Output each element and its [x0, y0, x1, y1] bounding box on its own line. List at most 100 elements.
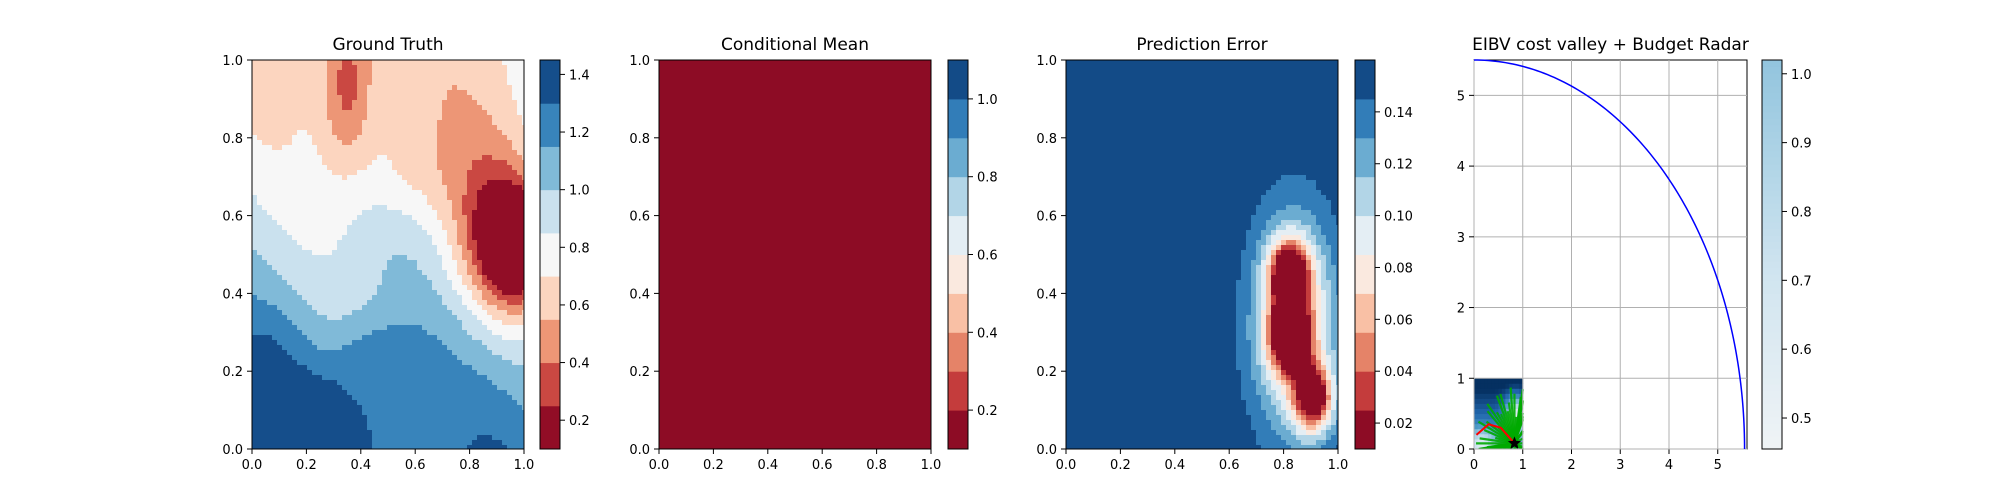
heatmap-cell	[262, 210, 268, 216]
heatmap-cell	[517, 140, 523, 146]
heatmap-cell	[317, 410, 323, 416]
heatmap-cell	[282, 345, 288, 351]
heatmap-cell	[502, 70, 508, 76]
heatmap-cell	[282, 360, 288, 366]
heatmap-cell	[392, 245, 398, 251]
heatmap-cell	[497, 135, 503, 141]
heatmap-cell	[492, 60, 498, 66]
heatmap-cell	[297, 225, 303, 231]
heatmap-cell	[337, 135, 343, 141]
heatmap-cell	[287, 280, 293, 286]
heatmap-cell	[252, 295, 258, 301]
y-tick-label: 0.0	[222, 443, 243, 458]
heatmap-cell	[462, 225, 468, 231]
heatmap-cell	[387, 260, 393, 266]
heatmap-cell	[849, 105, 855, 111]
heatmap-cell	[267, 245, 273, 251]
heatmap-cell	[759, 75, 765, 81]
heatmap-cell	[357, 235, 363, 241]
heatmap-cell	[492, 365, 498, 371]
heatmap-cell	[472, 230, 478, 236]
heatmap-cell	[272, 100, 278, 106]
heatmap-cell	[457, 255, 463, 261]
heatmap-cell	[824, 105, 830, 111]
heatmap-cell	[252, 200, 258, 206]
heatmap-cell	[402, 320, 408, 326]
heatmap-cell	[442, 75, 448, 81]
heatmap-cell	[502, 395, 508, 401]
heatmap-cell	[452, 370, 458, 376]
heatmap-cell	[472, 245, 478, 251]
heatmap-cell	[342, 80, 348, 86]
heatmap-cell	[477, 180, 483, 186]
heatmap-cell	[367, 220, 373, 226]
heatmap-cell	[272, 370, 278, 376]
heatmap-cell	[412, 100, 418, 106]
heatmap-cell	[874, 70, 880, 76]
heatmap-cell	[437, 60, 443, 66]
heatmap-cell	[307, 300, 313, 306]
heatmap-cell	[502, 260, 508, 266]
heatmap-cell	[392, 160, 398, 166]
heatmap-cell	[417, 345, 423, 351]
heatmap-cell	[427, 285, 433, 291]
heatmap-cell	[467, 75, 473, 81]
heatmap-cell	[267, 415, 273, 421]
heatmap-cell	[267, 340, 273, 346]
heatmap-cell	[502, 200, 508, 206]
heatmap-cell	[392, 365, 398, 371]
heatmap-cell	[292, 335, 298, 341]
heatmap-cell	[297, 205, 303, 211]
heatmap-cell	[387, 155, 393, 161]
heatmap-cell	[684, 80, 690, 86]
heatmap-cell	[262, 130, 268, 136]
heatmap-cell	[714, 110, 720, 116]
heatmap-cell	[402, 335, 408, 341]
heatmap-cell	[322, 280, 328, 286]
heatmap-cell	[302, 425, 308, 431]
heatmap-cell	[407, 300, 413, 306]
heatmap-cell	[437, 245, 443, 251]
heatmap-cell	[387, 300, 393, 306]
heatmap-cell	[517, 235, 523, 241]
heatmap-cell	[392, 435, 398, 441]
heatmap-cell	[332, 405, 338, 411]
heatmap-cell	[472, 345, 478, 351]
heatmap-cell	[422, 310, 428, 316]
heatmap-cell	[402, 375, 408, 381]
heatmap-cell	[779, 70, 785, 76]
heatmap-cell	[387, 265, 393, 271]
heatmap-cell	[262, 365, 268, 371]
heatmap-cell	[362, 75, 368, 81]
heatmap-cell	[307, 125, 313, 131]
heatmap-cell	[287, 300, 293, 306]
heatmap-cell	[422, 110, 428, 116]
heatmap-cell	[457, 210, 463, 216]
heatmap-cell	[307, 315, 313, 321]
heatmap-cell	[362, 295, 368, 301]
heatmap-cell	[372, 245, 378, 251]
heatmap-cell	[477, 105, 483, 111]
heatmap-cell	[382, 340, 388, 346]
heatmap-cell	[472, 370, 478, 376]
heatmap-cell	[482, 70, 488, 76]
heatmap-cell	[362, 370, 368, 376]
heatmap-cell	[287, 115, 293, 121]
heatmap-cell	[362, 320, 368, 326]
heatmap-cell	[412, 260, 418, 266]
heatmap-cell	[312, 375, 318, 381]
heatmap-cell	[267, 355, 273, 361]
heatmap-cell	[402, 235, 408, 241]
heatmap-cell	[277, 110, 283, 116]
heatmap-cell	[347, 60, 353, 66]
heatmap-cell	[272, 260, 278, 266]
heatmap-cell	[407, 345, 413, 351]
heatmap-cell	[412, 290, 418, 296]
heatmap-cell	[417, 445, 423, 449]
heatmap-cell	[412, 210, 418, 216]
heatmap-cell	[302, 350, 308, 356]
heatmap-cell	[307, 230, 313, 236]
heatmap-cell	[327, 215, 333, 221]
heatmap-cell	[507, 335, 513, 341]
heatmap-cell	[407, 325, 413, 331]
